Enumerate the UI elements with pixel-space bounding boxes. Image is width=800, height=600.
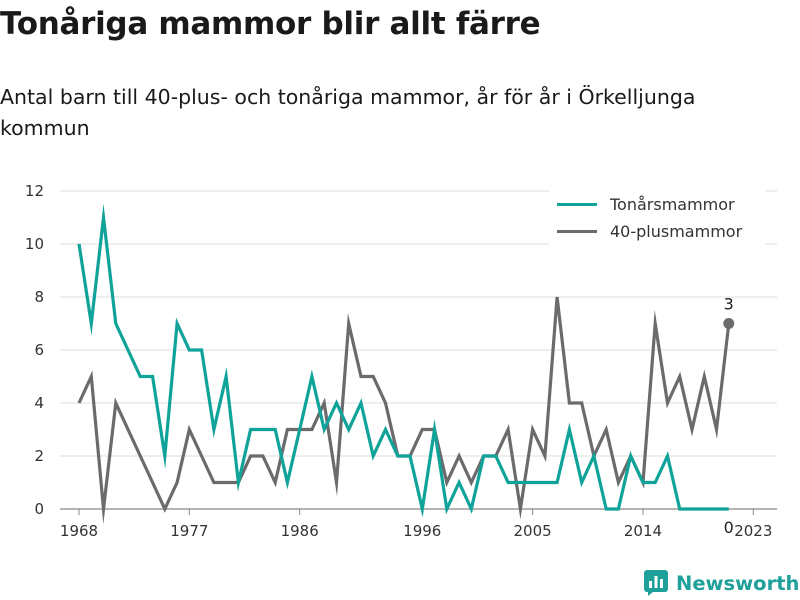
chart-subtitle: Antal barn till 40-plus- och tonåriga ma… (0, 85, 696, 140)
y-tick-label: 8 (34, 288, 44, 306)
end-label-tonarsmammor: 0 (724, 518, 734, 537)
chart-title: Tonåriga mammor blir allt färre (0, 6, 541, 42)
series-lines (77, 203, 731, 525)
end-labels: 30 (723, 295, 735, 537)
x-tick-label: 2023 (734, 522, 772, 540)
legend-label-teen: Tonårsmammor (610, 194, 735, 214)
legend-item-forty[interactable]: 40-plusmammor (557, 221, 742, 241)
legend: Tonårsmammor 40-plusmammor (549, 187, 765, 245)
y-tick-label: 0 (34, 500, 44, 518)
y-axis-ticks: 0 2 4 6 8 10 12 (25, 182, 44, 518)
legend-swatch-forty (557, 229, 597, 233)
y-tick-label: 12 (25, 182, 44, 200)
x-tick-label: 1977 (170, 522, 208, 540)
x-tick-label: 1968 (60, 522, 98, 540)
newsworthy-logo: Newsworthy (644, 570, 800, 596)
x-tick-label: 1996 (403, 522, 441, 540)
x-tick-label: 2005 (514, 522, 552, 540)
y-tick-label: 4 (34, 394, 44, 412)
y-tick-label: 10 (25, 235, 44, 253)
y-tick-label: 2 (34, 447, 44, 465)
end-point-40-plusmammor (723, 318, 735, 329)
y-tick-label: 6 (34, 341, 44, 359)
x-tick-label: 1986 (281, 522, 319, 540)
legend-swatch-teen (557, 202, 597, 206)
legend-item-teen[interactable]: Tonårsmammor (557, 194, 735, 214)
x-axis-ticks: 1968 1977 1986 1996 2005 2014 2023 (60, 509, 772, 540)
x-tick-label: 2014 (624, 522, 662, 540)
newsworthy-logo-icon (644, 570, 668, 596)
legend-label-forty: 40-plusmammor (610, 221, 743, 241)
newsworthy-logo-text: Newsworthy (676, 571, 800, 595)
series-line-tonarsmammor (77, 203, 729, 518)
end-label-40-plusmammor: 3 (724, 295, 734, 314)
